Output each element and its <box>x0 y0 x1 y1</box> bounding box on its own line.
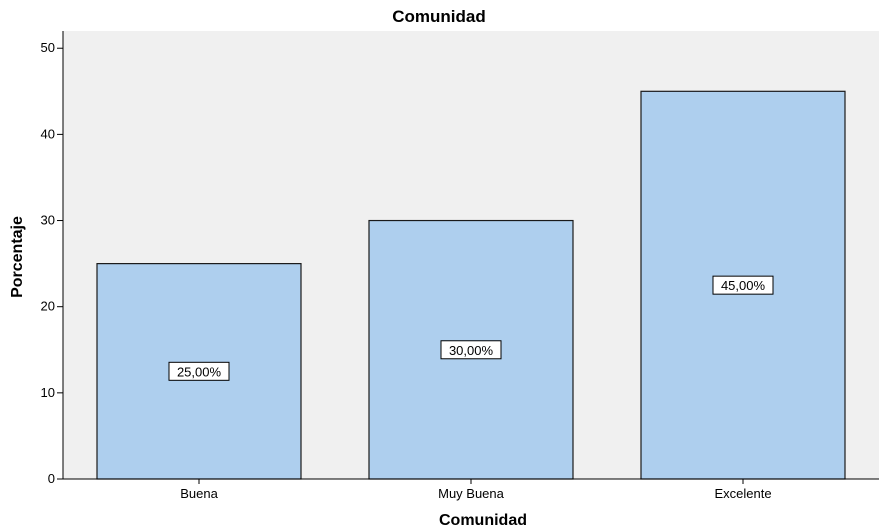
x-axis-ticks: Buena Muy Buena Excelente <box>180 479 772 501</box>
y-axis-ticks: 0 10 20 30 40 50 <box>41 40 63 486</box>
chart-title: Comunidad <box>392 7 486 26</box>
data-label: 45,00% <box>721 278 766 293</box>
x-axis-title: Comunidad <box>439 512 527 529</box>
data-label-box <box>712 275 774 295</box>
x-tick-label: Buena <box>180 486 218 501</box>
y-tick-label: 30 <box>41 213 55 228</box>
data-label: 25,00% <box>177 364 222 379</box>
data-label: 30,00% <box>449 343 494 358</box>
x-tick-label: Muy Buena <box>438 486 505 501</box>
x-tick-label: Excelente <box>714 486 771 501</box>
y-axis-title: Porcentaje <box>9 216 26 298</box>
y-tick-label: 0 <box>48 471 55 486</box>
bar <box>96 263 302 480</box>
data-label-box <box>168 361 230 381</box>
bars: 25,00% 30,00% 45,00% <box>96 90 846 480</box>
y-tick-label: 50 <box>41 40 55 55</box>
y-tick-label: 10 <box>41 385 55 400</box>
y-tick-label: 20 <box>41 299 55 314</box>
y-tick-label: 40 <box>41 126 55 141</box>
data-label-box <box>440 340 502 360</box>
